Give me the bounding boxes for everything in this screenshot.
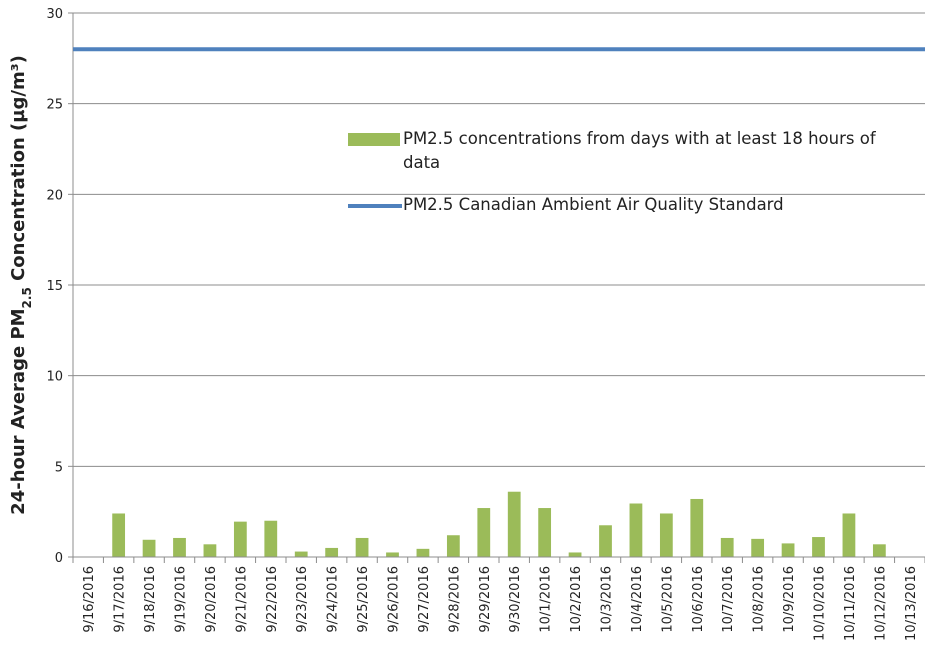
x-tick-label: 10/10/2016 bbox=[813, 566, 828, 641]
y-axis-label: 24-hour Average PM2.5 Concentration (µg/… bbox=[8, 55, 34, 515]
bar bbox=[751, 538, 765, 557]
y-tick-label: 0 bbox=[55, 551, 63, 566]
bar bbox=[416, 548, 430, 557]
x-tick-label: 9/19/2016 bbox=[174, 566, 189, 633]
x-tick-label: 10/13/2016 bbox=[904, 566, 919, 641]
bar bbox=[599, 525, 612, 557]
y-tick-label: 15 bbox=[46, 279, 63, 294]
bar bbox=[446, 535, 460, 557]
bar bbox=[233, 521, 247, 557]
bar bbox=[386, 552, 399, 557]
x-tick-label: 10/2/2016 bbox=[569, 566, 584, 633]
x-tick-label: 10/1/2016 bbox=[539, 566, 554, 633]
bar bbox=[203, 544, 217, 557]
legend-label: PM2.5 Canadian Ambient Air Quality Stand… bbox=[403, 195, 784, 214]
y-label-subscript: 2.5 bbox=[20, 287, 34, 308]
legend-item: PM2.5 concentrations from days with at l… bbox=[403, 129, 876, 172]
x-tick-label: 10/12/2016 bbox=[873, 566, 888, 641]
bar bbox=[690, 498, 704, 557]
x-tick-label: 9/18/2016 bbox=[143, 566, 158, 633]
legend-item: PM2.5 Canadian Ambient Air Quality Stand… bbox=[403, 195, 784, 214]
bar bbox=[568, 552, 582, 557]
x-tick-label: 9/21/2016 bbox=[234, 566, 249, 633]
x-tick-label: 10/7/2016 bbox=[721, 566, 736, 633]
legend-swatch bbox=[348, 133, 400, 146]
x-tick-label: 9/28/2016 bbox=[447, 566, 462, 633]
y-tick-label: 20 bbox=[46, 188, 63, 203]
bar bbox=[781, 543, 795, 557]
x-tick-label: 9/27/2016 bbox=[417, 566, 432, 633]
x-tick-label: 10/9/2016 bbox=[782, 566, 797, 633]
y-tick-label: 30 bbox=[46, 7, 63, 22]
bar bbox=[629, 503, 643, 557]
x-tick-label: 9/22/2016 bbox=[265, 566, 280, 633]
bar bbox=[507, 491, 521, 557]
bar bbox=[538, 508, 552, 557]
bar bbox=[173, 537, 186, 557]
bar bbox=[112, 513, 126, 557]
x-tick-label: 9/20/2016 bbox=[204, 566, 219, 633]
legend-label: PM2.5 concentrations from days with at l… bbox=[403, 129, 876, 172]
y-tick-label: 5 bbox=[55, 460, 63, 475]
bar bbox=[812, 537, 825, 557]
x-tick-label: 9/30/2016 bbox=[508, 566, 523, 633]
x-tick-label: 9/23/2016 bbox=[295, 566, 310, 633]
y-tick-label: 10 bbox=[46, 370, 63, 385]
x-tick-label: 9/25/2016 bbox=[356, 566, 371, 633]
y-label-part: Concentration (µg/m³) bbox=[8, 55, 29, 287]
x-tick-label: 10/5/2016 bbox=[660, 566, 675, 633]
x-tick-label: 9/17/2016 bbox=[113, 566, 128, 633]
bar bbox=[355, 537, 369, 557]
y-label-part: 24-hour Average PM bbox=[8, 308, 29, 514]
x-tick-label: 9/24/2016 bbox=[326, 566, 341, 633]
x-tick-label: 10/4/2016 bbox=[630, 566, 645, 633]
x-tick-label: 9/29/2016 bbox=[478, 566, 493, 633]
bar bbox=[142, 539, 156, 557]
bar bbox=[294, 551, 308, 557]
x-tick-label: 10/11/2016 bbox=[843, 566, 858, 641]
bar bbox=[872, 544, 886, 557]
x-tick-label: 9/16/2016 bbox=[82, 566, 97, 633]
y-tick-label: 25 bbox=[46, 98, 63, 113]
bar bbox=[720, 537, 734, 557]
x-tick-label: 9/26/2016 bbox=[387, 566, 402, 633]
bar bbox=[842, 513, 856, 557]
bar bbox=[659, 513, 673, 557]
bar bbox=[325, 547, 339, 557]
x-tick-label: 10/6/2016 bbox=[691, 566, 706, 633]
x-tick-label: 10/8/2016 bbox=[752, 566, 767, 633]
bar bbox=[264, 520, 278, 557]
bar bbox=[477, 508, 491, 557]
x-tick-label: 10/3/2016 bbox=[600, 566, 615, 633]
